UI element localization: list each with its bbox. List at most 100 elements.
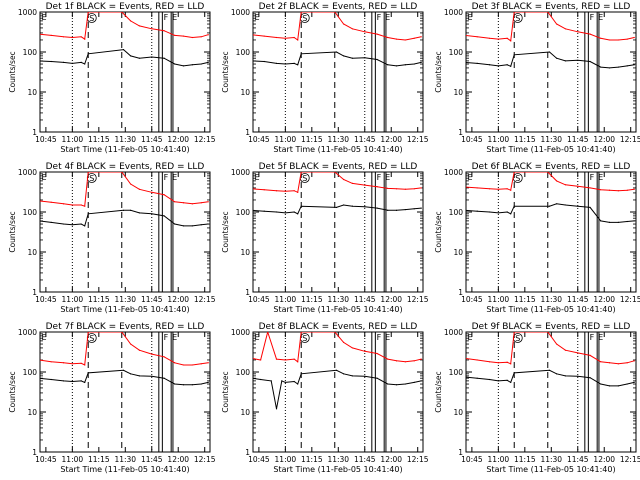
data-point-events [62,380,65,382]
panel-3: Det 3f BLACK = Events, RED = LLD 1 10 100 10… [434,2,640,154]
data-point-events [251,378,252,379]
y-tick-label: 10 [27,248,37,257]
data-point-lld [87,172,89,173]
data-point-lld [577,185,579,187]
x-tick-label: 12:00 [380,455,402,464]
data-point-lld [497,362,499,364]
data-point-events [182,65,185,67]
data-point-events [163,215,165,217]
y-axis-label: Counts/sec [434,51,443,92]
x-tick-label: 11:30 [540,295,562,304]
data-point-lld [506,37,508,39]
data-point-events [510,381,512,383]
panel-title: Det 9f BLACK = Events, RED = LLD [472,322,631,332]
y-tick-label: 100 [236,48,251,57]
series-line-lld [466,172,635,192]
x-tick-label: 12:15 [194,295,216,304]
f-marker-label: F [164,333,169,342]
data-point-lld [513,12,515,13]
data-point-events [263,210,265,212]
panel-title: Det 2f BLACK = Events, RED = LLD [259,2,418,12]
data-point-events [182,384,185,386]
e-marker-label: E [385,173,390,182]
series-line-events [40,209,209,227]
y-tick-label: 1 [32,128,37,137]
data-point-events [62,61,65,63]
data-point-events [564,204,567,206]
data-point-lld [207,362,209,364]
f-marker-label: F [590,333,595,342]
series-line-events [253,204,422,215]
data-point-lld [600,361,602,363]
x-tick-label: 11:00 [62,455,84,464]
x-tick-label: 12:15 [194,455,216,464]
data-point-lld [513,332,515,333]
data-point-events [351,375,354,377]
data-point-lld [300,12,302,13]
data-point-events [395,384,398,386]
data-point-events [404,208,406,211]
data-point-lld [413,188,415,190]
corner-e-label: E [254,13,259,22]
x-tick-label: 12:00 [167,295,189,304]
data-point-events [633,64,635,66]
data-point-events [626,383,628,385]
series-group [251,332,422,410]
data-point-events [395,65,398,67]
data-point-events [84,381,86,383]
y-tick-label: 1 [245,288,250,297]
f-marker-label: F [164,173,169,182]
data-point-events [300,373,302,375]
x-tick-label: 11:15 [88,135,110,144]
x-tick-label: 11:00 [275,455,297,464]
x-tick-label: 11:45 [141,135,163,144]
data-point-lld [506,361,508,363]
series-line-events [40,49,209,67]
data-point-lld [626,189,628,191]
data-point-events [608,221,611,223]
series-line-lld [466,12,635,42]
series-line-lld [40,12,209,40]
x-tick-label: 11:30 [540,135,562,144]
data-point-events [80,223,82,225]
data-point-lld [275,190,278,192]
y-axis-label: Counts/sec [8,371,17,412]
x-tick-label: 11:15 [514,455,536,464]
data-point-lld [564,349,567,351]
e-marker-label: E [172,173,177,182]
series-line-events [253,51,422,67]
x-axis-label: Start Time (11-Feb-05 10:41:40) [486,305,615,314]
x-tick-label: 10:45 [35,455,57,464]
y-tick-label: 1 [32,448,37,457]
data-point-lld [589,33,591,35]
plot-frame [252,331,424,453]
plot-frame [252,11,424,133]
data-point-lld [71,363,73,365]
x-axis-label: Start Time (11-Feb-05 10:41:40) [60,305,189,314]
data-point-lld [387,187,389,189]
x-tick-label: 11:45 [354,455,376,464]
data-point-lld [488,188,491,190]
data-point-lld [284,37,286,39]
y-axis-label: Counts/sec [8,51,17,92]
f-marker-label: F [590,173,595,182]
data-point-lld [617,363,619,365]
data-point-events [251,210,252,211]
data-point-lld [263,35,265,37]
data-point-lld [547,12,549,13]
data-point-events [488,64,491,66]
data-point-lld [577,31,579,33]
data-point-lld [488,361,491,363]
data-point-events [151,56,153,58]
f-marker-label: F [377,333,382,342]
data-point-lld [129,343,132,345]
x-tick-label: 12:15 [620,295,640,304]
data-point-events [617,385,619,387]
data-point-lld [263,189,265,191]
series-group [466,332,635,387]
data-point-lld [351,182,354,184]
corner-e-label: E [41,13,46,22]
data-point-lld [163,356,165,358]
e-marker-label: E [172,13,177,22]
e-marker-label: E [172,333,177,342]
